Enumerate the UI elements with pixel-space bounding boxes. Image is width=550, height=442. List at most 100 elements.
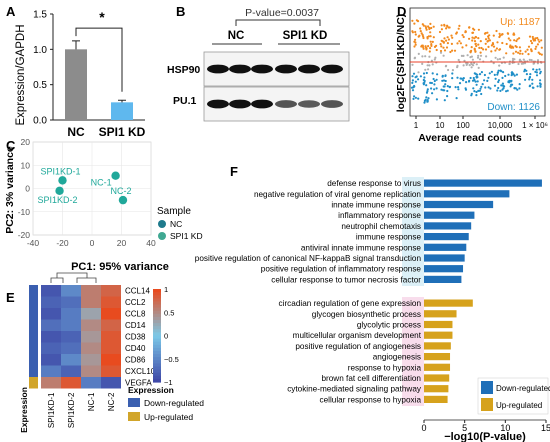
d-gene-point [429,22,432,25]
d-gene-point [414,41,417,44]
a-y-tick-label: 0.0 [33,116,47,127]
e-heat-cell [81,319,101,331]
e-heat-cell [61,319,81,331]
e-side-annotation [29,342,38,354]
d-gene-point [433,88,436,91]
e-heat-cell [61,377,81,389]
d-gene-point [435,98,438,101]
d-gene-point [494,56,497,59]
e-scale-tick-label: −1 [164,378,173,387]
d-gene-point [513,87,516,90]
d-gene-point [430,81,433,85]
c-legend-kd: SPI1 KD [170,231,203,241]
d-gene-point [412,72,416,75]
d-gene-point [464,88,468,91]
d-gene-point [509,85,512,88]
d-gene-point [433,79,436,83]
d-gene-point [502,85,505,88]
e-col-dendrogram [50,272,97,283]
b-band [207,99,229,109]
e-heat-cell [41,319,61,331]
d-gene-point [414,80,417,83]
a-y-tick-label: 1.5 [33,10,47,21]
e-col-label: SPI1KD-1 [47,392,56,428]
f-bar [424,200,494,209]
f-term-label: cellular response to hypoxia [320,395,422,404]
d-gene-point [510,79,513,82]
d-gene-point [515,45,518,49]
d-gene-point [507,32,510,35]
d-gene-point [474,42,477,45]
e-scale-step [153,338,161,343]
e-row-label: CD38 [125,333,146,342]
d-gene-point [432,77,435,81]
panel-label-e: E [6,290,15,305]
d-gene-point [414,33,417,36]
d-gene-point [457,27,460,30]
d-gene-point [426,99,429,102]
d-gene-point [536,59,540,62]
d-gene-point [411,81,414,84]
d-gene-point [432,25,435,28]
d-gene-point [497,80,500,84]
d-gene-point [475,83,478,86]
d-gene-point [443,37,446,40]
d-y-axis-label: log2FC(SPI1KD/NC) [395,14,407,113]
d-gene-point [539,70,542,73]
d-gene-point [471,31,474,34]
d-gene-point [425,84,428,87]
d-gene-point [533,62,536,65]
d-gene-point [484,38,488,41]
d-gene-point [429,35,432,38]
e-heat-cell [61,285,81,297]
d-gene-point [539,79,542,82]
f-bar [424,233,469,241]
d-gene-point [534,39,537,42]
d-gene-point [527,45,531,48]
f-term-label: circadian regulation of gene expression [279,299,422,308]
d-gene-point [416,20,420,23]
c-x-tick-label: 20 [117,238,127,248]
d-gene-point [478,89,481,92]
a-significance-star: * [99,9,105,25]
d-gene-point [481,83,484,86]
d-gene-point [495,29,498,33]
d-gene-point [458,82,462,85]
d-gene-point [502,71,505,74]
d-gene-point [477,66,480,69]
f-term-label: glycolytic process [357,321,421,330]
f-bar [424,190,510,198]
d-gene-point [511,57,515,61]
e-scale-step [153,344,161,349]
d-gene-point [538,40,541,43]
d-gene-point [429,31,432,34]
d-gene-point [528,58,531,62]
d-gene-point [455,32,458,35]
f-x-axis-label: −log10(P-value) [444,431,526,442]
d-gene-point [440,88,443,91]
d-gene-point [499,34,502,37]
d-gene-point [427,97,430,100]
b-pvalue: P-value=0.0037 [245,7,319,19]
e-heat-cell [81,365,101,377]
c-legend-marker-kd [158,232,166,240]
d-gene-point [462,35,465,39]
f-bar [424,374,450,382]
d-gene-point [501,88,504,91]
d-gene-point [504,74,507,78]
d-gene-point [414,30,417,34]
f-term-label: positive regulation of angiogenesis [295,342,421,351]
d-gene-point [465,81,468,84]
d-gene-point [527,53,530,56]
e-scale-step [153,323,161,327]
d-gene-point [525,69,528,72]
f-bar [424,342,451,350]
d-gene-point [499,89,502,92]
e-heat-cell [41,377,61,389]
d-gene-point [540,46,543,49]
d-gene-point [494,49,497,52]
f-bar [424,243,467,251]
d-gene-point [476,56,480,59]
f-group-background [402,297,424,406]
d-gene-point [511,59,514,62]
